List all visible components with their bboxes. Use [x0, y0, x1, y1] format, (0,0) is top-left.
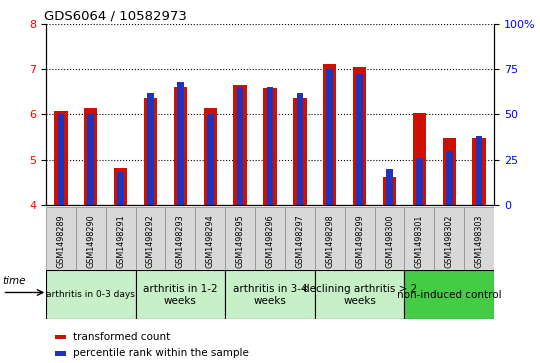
Bar	[315, 270, 404, 319]
Text: GSM1498295: GSM1498295	[235, 215, 245, 268]
Bar	[413, 113, 426, 205]
Bar	[476, 136, 482, 205]
Text: GSM1498292: GSM1498292	[146, 215, 155, 268]
Text: arthritis in 3-4
weeks: arthritis in 3-4 weeks	[233, 284, 307, 306]
Bar	[255, 207, 285, 270]
Bar	[315, 207, 345, 270]
Text: GSM1498296: GSM1498296	[266, 215, 274, 268]
Bar	[46, 270, 136, 319]
Bar	[114, 168, 127, 205]
Bar	[177, 82, 184, 205]
Bar	[84, 107, 97, 205]
Bar	[472, 138, 486, 205]
Bar	[147, 93, 154, 205]
Bar	[353, 67, 366, 205]
Bar	[296, 93, 303, 205]
Bar	[293, 98, 307, 205]
Bar	[76, 207, 106, 270]
Bar	[54, 111, 68, 205]
Bar	[174, 87, 187, 205]
Bar	[136, 207, 165, 270]
Bar	[356, 74, 363, 205]
Bar	[404, 270, 494, 319]
Text: GSM1498291: GSM1498291	[116, 215, 125, 268]
Bar	[375, 207, 404, 270]
Text: GSM1498300: GSM1498300	[385, 215, 394, 268]
Text: GSM1498303: GSM1498303	[475, 215, 484, 268]
Bar	[327, 69, 333, 205]
Text: non-induced control: non-induced control	[397, 290, 502, 300]
Bar	[207, 114, 213, 205]
Bar	[58, 114, 64, 205]
Bar	[446, 151, 453, 205]
Bar	[323, 65, 336, 205]
Text: GSM1498298: GSM1498298	[325, 215, 334, 268]
Text: GSM1498290: GSM1498290	[86, 215, 95, 268]
Bar	[55, 335, 66, 339]
Bar	[383, 177, 396, 205]
Bar	[225, 207, 255, 270]
Bar	[345, 207, 375, 270]
Bar	[87, 114, 94, 205]
Text: GSM1498289: GSM1498289	[56, 215, 65, 268]
Text: arthritis in 1-2
weeks: arthritis in 1-2 weeks	[143, 284, 218, 306]
Bar	[136, 270, 225, 319]
Text: GSM1498297: GSM1498297	[295, 215, 305, 268]
Bar	[386, 169, 393, 205]
Text: time: time	[3, 276, 26, 286]
Bar	[237, 87, 244, 205]
Text: GSM1498299: GSM1498299	[355, 215, 364, 268]
Bar	[233, 85, 247, 205]
Text: GDS6064 / 10582973: GDS6064 / 10582973	[44, 9, 186, 23]
Bar	[464, 207, 494, 270]
Text: declining arthritis > 2
weeks: declining arthritis > 2 weeks	[302, 284, 417, 306]
Bar	[46, 207, 76, 270]
Bar	[443, 138, 456, 205]
Text: GSM1498293: GSM1498293	[176, 215, 185, 268]
Bar	[195, 207, 225, 270]
Text: transformed count: transformed count	[73, 331, 170, 342]
Text: GSM1498294: GSM1498294	[206, 215, 215, 268]
Text: GSM1498301: GSM1498301	[415, 215, 424, 268]
Bar	[106, 207, 136, 270]
Bar	[416, 158, 423, 205]
Bar	[144, 98, 157, 205]
Bar	[165, 207, 195, 270]
Bar	[404, 207, 434, 270]
Text: GSM1498302: GSM1498302	[445, 215, 454, 268]
Bar	[55, 351, 66, 356]
Bar	[117, 172, 124, 205]
Bar	[285, 207, 315, 270]
Bar	[434, 207, 464, 270]
Bar	[204, 107, 217, 205]
Bar	[264, 88, 276, 205]
Bar	[225, 270, 315, 319]
Bar	[267, 87, 273, 205]
Text: percentile rank within the sample: percentile rank within the sample	[73, 348, 248, 358]
Text: arthritis in 0-3 days: arthritis in 0-3 days	[46, 290, 135, 299]
